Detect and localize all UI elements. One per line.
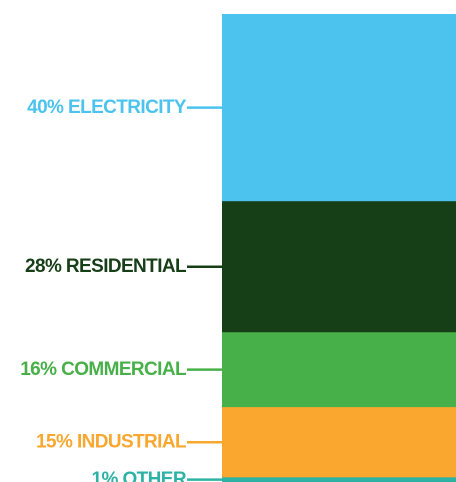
bar-segment — [222, 477, 456, 482]
segment-label: 15% INDUSTRIAL — [36, 432, 187, 453]
segment-label: 28% RESIDENTIAL — [25, 256, 187, 277]
bar-segment — [222, 201, 456, 333]
segment-label: 40% ELECTRICITY — [27, 97, 187, 118]
bar-segment — [222, 407, 456, 478]
bar-segment — [222, 332, 456, 408]
segment-label: 16% COMMERCIAL — [20, 359, 187, 380]
segment-label: 1% OTHER — [92, 469, 187, 482]
bar-segment — [222, 14, 456, 202]
